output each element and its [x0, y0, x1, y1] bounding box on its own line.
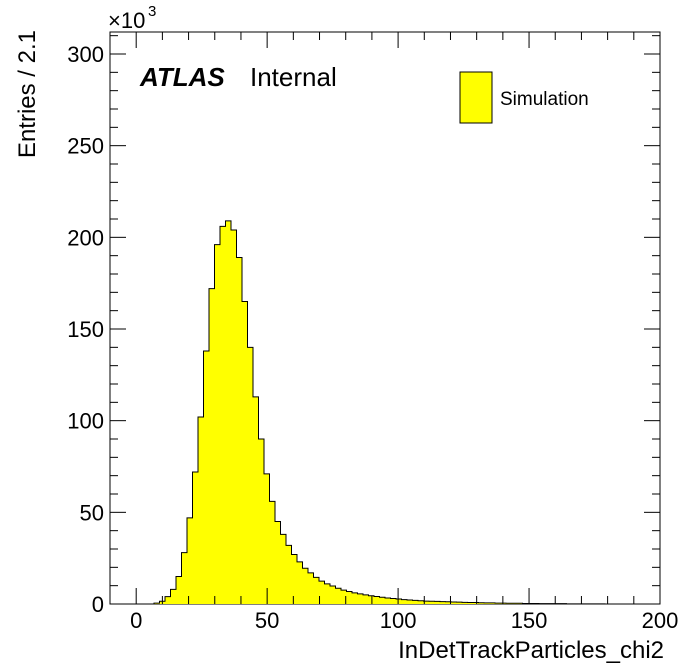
histogram-bar: [357, 593, 363, 604]
histogram-bar: [198, 417, 204, 604]
histogram-bar: [423, 601, 429, 604]
histogram-bar: [462, 602, 468, 604]
y-tick-label: 50: [80, 500, 104, 525]
atlas-label: ATLAS: [139, 62, 225, 92]
internal-label: Internal: [250, 62, 337, 92]
histogram-layer: [153, 220, 606, 605]
histogram-bar: [181, 552, 187, 604]
x-tick-label: 100: [380, 608, 417, 633]
histogram-bar: [385, 597, 391, 604]
histogram-bar: [214, 244, 220, 604]
histogram-bar: [286, 545, 292, 604]
y-tick-label: 200: [67, 225, 104, 250]
histogram-bar: [269, 501, 275, 604]
histogram-bar: [368, 595, 374, 604]
x-tick-label: 200: [642, 608, 679, 633]
histogram-bar: [225, 220, 231, 605]
histogram-bar: [478, 602, 484, 604]
y-multiplier-exponent: 3: [148, 3, 156, 20]
histogram-bar: [363, 594, 369, 604]
histogram-bar: [434, 601, 440, 604]
histogram-bar: [264, 473, 270, 604]
histogram-bar: [192, 472, 198, 604]
histogram-bar: [253, 396, 259, 604]
histogram-bar: [341, 590, 347, 604]
histogram-bar: [440, 601, 446, 604]
histogram-bar: [203, 351, 209, 604]
histogram-bar: [412, 600, 418, 604]
histogram-bar: [396, 599, 402, 604]
y-tick-label: 150: [67, 317, 104, 342]
histogram-bar: [429, 601, 435, 604]
y-tick-label: 250: [67, 134, 104, 159]
histogram-bar: [401, 599, 407, 604]
histogram-bar: [346, 591, 352, 604]
histogram-bar: [297, 561, 303, 604]
histogram-bar: [319, 581, 325, 604]
histogram-bar: [236, 257, 242, 604]
histogram-bar: [176, 576, 182, 604]
histogram-bar: [324, 583, 330, 604]
histogram-bar: [451, 601, 457, 604]
legend-swatch: [459, 71, 493, 124]
histogram-bar: [313, 577, 319, 604]
histogram-bar: [291, 554, 297, 604]
y-tick-label: 0: [92, 592, 104, 617]
histogram-bar: [258, 439, 264, 604]
histogram-bar: [308, 572, 314, 604]
histogram-bar: [352, 592, 358, 604]
legend-entry-simulation: Simulation: [500, 89, 589, 110]
histogram-bar: [467, 602, 473, 604]
histogram-bar: [374, 596, 380, 604]
x-axis-label: InDetTrackParticles_chi2: [398, 637, 664, 664]
histogram-bar: [473, 602, 479, 604]
histogram-bar: [275, 521, 281, 604]
histogram-bar: [247, 347, 253, 604]
histogram-bar: [390, 598, 396, 604]
x-tick-label: 150: [511, 608, 548, 633]
y-tick-label: 300: [67, 42, 104, 67]
tick-layer: 0 50 100 150 200 0 50 100 150 200 250 300: [67, 32, 678, 633]
histogram-bar: [220, 226, 226, 605]
histogram-bar: [280, 534, 286, 604]
histogram-bar: [379, 597, 385, 604]
histogram-bar: [456, 602, 462, 604]
histogram-bar: [489, 602, 495, 604]
y-axis-label: Entries / 2.1: [14, 30, 41, 158]
histogram-bar: [418, 600, 424, 604]
histogram-bar: [302, 568, 308, 604]
histogram-bar: [407, 599, 413, 604]
x-tick-label: 0: [130, 608, 142, 633]
histogram-bar: [330, 586, 336, 604]
histogram-bar: [242, 301, 248, 604]
histogram-bar: [335, 588, 341, 604]
histogram-bar: [209, 288, 215, 604]
histogram-bar: [170, 589, 176, 604]
histogram-bar: [231, 230, 237, 604]
histogram-outline: [153, 220, 606, 605]
y-multiplier: ×10: [108, 8, 145, 33]
histogram-bar: [484, 602, 490, 604]
histogram-bar: [445, 601, 451, 604]
histogram-bar: [187, 517, 193, 604]
x-tick-label: 50: [255, 608, 279, 633]
y-tick-label: 100: [67, 409, 104, 434]
histogram-bar: [165, 596, 171, 604]
